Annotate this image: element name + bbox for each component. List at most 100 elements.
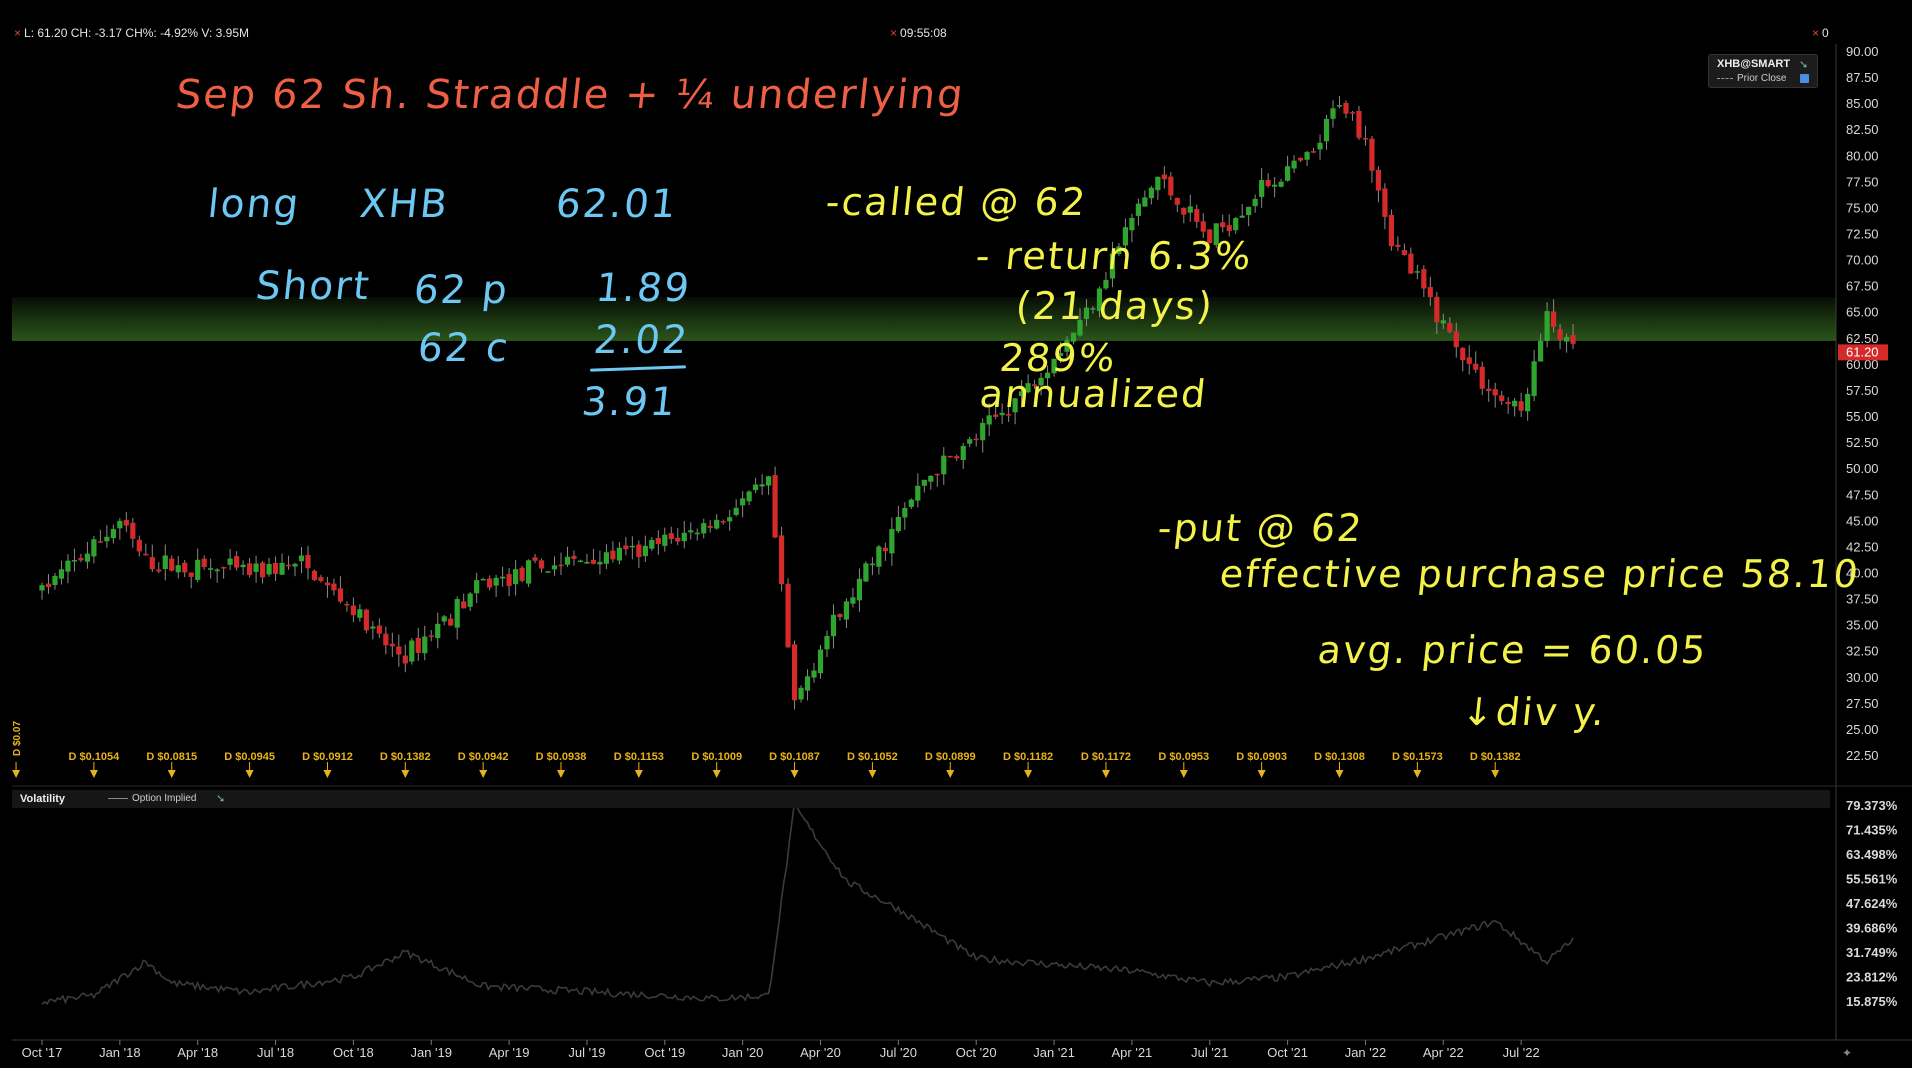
x-tick-label: Apr '20: [800, 1045, 841, 1060]
candle-body: [1291, 160, 1297, 169]
candle-body: [409, 640, 415, 662]
candle-body: [324, 582, 331, 586]
dividend-marker-icon[interactable]: [1413, 770, 1422, 778]
candle-body: [337, 588, 344, 602]
candle-body: [1330, 108, 1336, 119]
settings-arrow-icon[interactable]: ➘: [216, 793, 226, 805]
candle-body: [143, 553, 149, 556]
y-tick-label: 27.50: [1846, 696, 1879, 711]
candle-body: [117, 520, 123, 529]
x-tick-label: Jan '21: [1033, 1045, 1075, 1060]
dividend-label: D $0.1382: [380, 751, 431, 763]
candle-body: [279, 562, 285, 575]
highlight-band: [12, 297, 1836, 341]
dividend-marker-icon[interactable]: [946, 770, 955, 778]
candle-body: [1447, 323, 1453, 332]
dividend-label: D $0.1052: [847, 751, 898, 763]
annotation-annualized: annualized: [977, 372, 1210, 416]
dividend-label: D $0.0942: [458, 751, 509, 763]
dividend-marker-icon[interactable]: [479, 770, 488, 778]
dividend-marker-icon[interactable]: [323, 770, 332, 778]
dividend-marker-icon[interactable]: [1257, 770, 1266, 778]
candle-body: [1414, 271, 1420, 273]
x-tick-label: Apr '22: [1423, 1045, 1464, 1060]
dividend-marker-icon[interactable]: [790, 770, 799, 778]
candle-body: [208, 568, 214, 570]
dividend-label: D $0.1009: [691, 751, 742, 763]
candle-body: [1388, 214, 1394, 247]
dividend-marker-icon[interactable]: [634, 770, 643, 778]
add-panel-icon[interactable]: ✦: [1842, 1046, 1853, 1060]
dividend-marker-icon[interactable]: [1101, 770, 1110, 778]
candle-body: [357, 609, 363, 618]
candle-body: [1323, 118, 1330, 142]
dividend-marker-icon[interactable]: [245, 770, 254, 778]
candle-body: [156, 569, 162, 572]
dividend-marker-icon[interactable]: [12, 770, 21, 778]
candle-body: [422, 636, 428, 654]
y-tick-label: 52.50: [1846, 435, 1879, 450]
dividend-label: D $0.1153: [614, 751, 664, 763]
candle-body: [370, 626, 376, 629]
candle-body: [454, 599, 460, 628]
candle-body: [435, 623, 441, 639]
annotation-long-symbol: XHB: [357, 182, 452, 227]
annotation-put: -put @ 62: [1155, 506, 1366, 550]
candle-body: [247, 563, 253, 575]
dividend-marker-icon[interactable]: [712, 770, 721, 778]
candle-body: [1012, 398, 1018, 413]
dividend-marker-icon[interactable]: [1179, 770, 1188, 778]
annotation-called: -called @ 62: [823, 180, 1090, 224]
x-tick-label: Oct '20: [956, 1045, 997, 1060]
prior-close-checkbox[interactable]: [1800, 74, 1809, 83]
candle-body: [1453, 331, 1459, 348]
candle-body: [1408, 253, 1414, 274]
y-tick-label: 60.00: [1846, 357, 1879, 372]
candle-body: [856, 578, 863, 601]
candle-body: [234, 556, 240, 568]
dividend-label: D $0.1308: [1314, 751, 1365, 763]
annotation-long-price: 62.01: [553, 182, 681, 227]
candle-body: [908, 499, 914, 507]
chart-legend[interactable]: XHB@SMART ➘ Prior Close: [1708, 54, 1818, 88]
x-tick-label: Oct '21: [1267, 1045, 1308, 1060]
annotation-short-put: 62 p: [411, 268, 512, 313]
y-tick-label: 65.00: [1846, 305, 1879, 320]
candle-body: [1038, 377, 1044, 386]
candle-body: [655, 538, 661, 545]
dividend-marker-icon[interactable]: [1024, 770, 1033, 778]
candle-body: [91, 539, 97, 557]
volatility-panel-header: Volatility Option Implied ➘: [12, 790, 1830, 808]
candle-body: [1213, 223, 1219, 246]
candle-body: [1297, 157, 1304, 161]
close-icon[interactable]: ×: [1812, 26, 1820, 40]
close-icon[interactable]: ×: [890, 26, 898, 40]
vol-y-tick-label: 39.686%: [1846, 921, 1898, 936]
y-tick-label: 30.00: [1846, 670, 1879, 685]
settings-arrow-icon[interactable]: ➘: [1799, 59, 1809, 71]
dividend-marker-icon[interactable]: [89, 770, 98, 778]
candle-body: [1155, 176, 1161, 191]
dividend-marker-icon[interactable]: [1335, 770, 1344, 778]
candle-body: [519, 567, 525, 581]
legend-prior-close: Prior Close: [1717, 73, 1786, 84]
candle-body: [1375, 169, 1382, 191]
annotation-avg-price: avg. price = 60.05: [1315, 628, 1710, 672]
dividend-marker-icon[interactable]: [868, 770, 877, 778]
last-price-tag: [1838, 344, 1888, 361]
dividend-marker-icon[interactable]: [1491, 770, 1500, 778]
candle-body: [1006, 414, 1012, 416]
dividend-marker-icon[interactable]: [557, 770, 565, 778]
candle-body: [532, 557, 538, 561]
candle-body: [1395, 244, 1401, 247]
dividend-marker-icon[interactable]: [167, 770, 176, 778]
candle-body: [759, 484, 765, 487]
candle-body: [39, 585, 45, 591]
dividend-marker-icon[interactable]: [401, 770, 410, 778]
candle-body: [311, 570, 318, 580]
close-icon[interactable]: ×: [14, 26, 22, 40]
candle-body: [798, 687, 804, 700]
candle-body: [1252, 198, 1258, 207]
candle-body: [1070, 332, 1077, 342]
